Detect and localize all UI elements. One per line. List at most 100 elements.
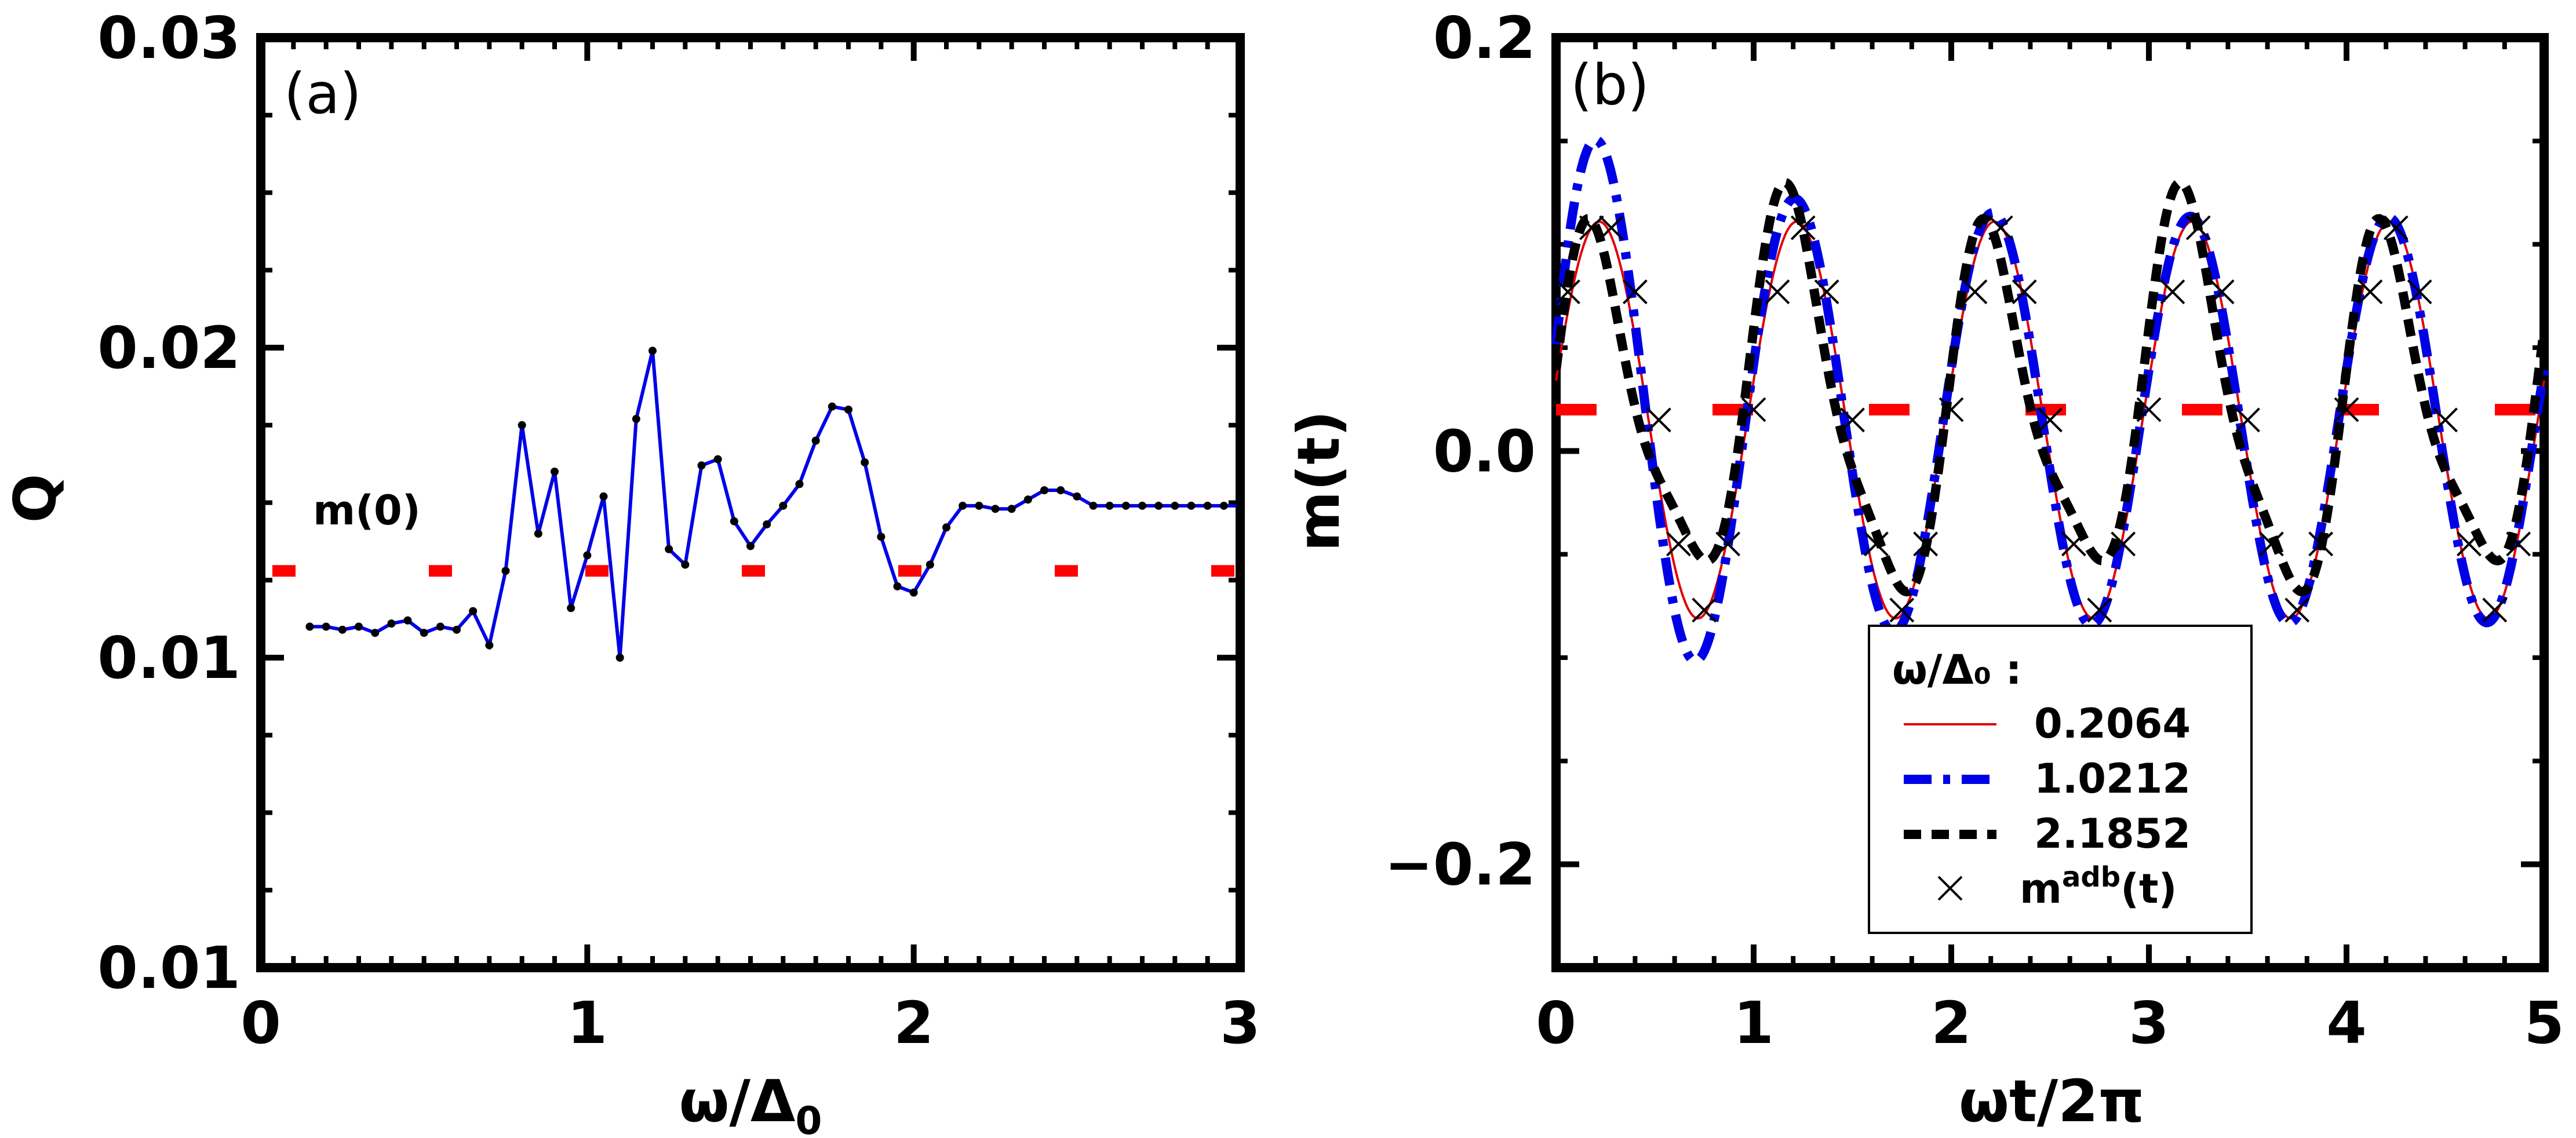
panel-b-adb-markers — [1555, 215, 2531, 623]
panel-a-y-label: Q — [1, 473, 69, 523]
a-data-point — [567, 604, 575, 612]
a-data-point — [453, 625, 461, 634]
panel-a-ticks — [258, 35, 1243, 971]
legend-entry-adb-main: m — [2020, 865, 2062, 913]
a-y-tick-label: 0.01 — [97, 934, 241, 1002]
adb-x-marker — [2457, 531, 2482, 557]
adb-x-marker — [1555, 279, 1580, 305]
adb-x-marker — [2160, 279, 2185, 305]
adb-x-marker — [2235, 407, 2260, 433]
adb-x-marker — [2284, 597, 2310, 623]
panel-a-x-label-main: ω/Δ — [679, 1067, 796, 1135]
adb-x-marker — [2038, 407, 2063, 433]
a-data-point — [1040, 486, 1048, 495]
adb-x-marker — [1814, 279, 1839, 305]
adb-x-marker — [1692, 597, 1717, 623]
adb-x-marker — [1988, 215, 2013, 240]
a-data-point — [763, 520, 771, 528]
legend-entry-adb-suffix: (t) — [2120, 865, 2177, 913]
a-data-point — [991, 505, 1000, 513]
a-data-point — [403, 616, 412, 625]
a-y-tick-label: 0.02 — [97, 314, 241, 382]
a-data-point — [1219, 501, 1228, 510]
a-x-tick-label: 2 — [894, 989, 934, 1057]
a-data-point — [485, 641, 494, 650]
a-data-point — [909, 588, 918, 597]
panel-b-series-2-1852 — [1551, 177, 2549, 597]
adb-x-marker — [2334, 397, 2359, 422]
legend-swatch-adb-marker — [1937, 876, 1963, 901]
panel-a-x-label: ω/Δ0 — [679, 1067, 822, 1138]
panel-b-x-label: ωt/2π — [1959, 1067, 2144, 1135]
panel-b-ticks — [1553, 35, 2547, 970]
a-data-point — [1089, 501, 1098, 510]
a-data-point — [975, 501, 983, 510]
legend-entry-1-0212: 1.0212 — [2034, 755, 2191, 803]
a-data-point — [648, 346, 657, 355]
a-data-point — [697, 461, 706, 470]
a-data-point — [518, 421, 526, 429]
a-data-point — [436, 622, 444, 631]
panel-a-series-line — [309, 350, 1240, 658]
a-data-point — [1105, 501, 1114, 510]
a-data-point — [1203, 501, 1212, 510]
a-x-tick-label: 0 — [241, 989, 281, 1057]
a-data-point — [1073, 492, 1081, 501]
adb-x-marker — [1765, 279, 1790, 305]
legend-box — [1868, 625, 2253, 934]
adb-x-marker — [2308, 531, 2334, 557]
a-data-point — [322, 622, 330, 631]
adb-x-marker — [1599, 215, 1624, 240]
a-y-tick-label: 0.03 — [97, 4, 241, 72]
a-data-point — [926, 560, 934, 569]
a-data-point — [942, 523, 950, 532]
panel-a-label: (a) — [284, 61, 362, 126]
a-data-point — [746, 542, 755, 550]
a-x-tick-label: 3 — [1220, 989, 1260, 1057]
legend-entry-2-1852: 2.1852 — [2034, 810, 2191, 858]
adb-x-marker — [1666, 531, 1691, 557]
adb-x-marker — [1840, 407, 1865, 433]
a-data-point — [1138, 501, 1146, 510]
b-x-tick-label: 3 — [2129, 989, 2169, 1057]
a-data-point — [551, 468, 559, 476]
panel-a-x-tick-labels: 0 1 2 3 — [241, 989, 1260, 1057]
a-data-point — [828, 402, 836, 411]
adb-x-marker — [1646, 407, 1671, 433]
a-data-point — [877, 532, 886, 541]
adb-x-marker — [2111, 531, 2136, 557]
a-data-point — [1171, 501, 1179, 510]
b-x-tick-label: 2 — [1931, 989, 1972, 1057]
adb-x-marker — [2185, 215, 2211, 240]
adb-x-marker — [2433, 407, 2458, 433]
a-data-point — [469, 607, 478, 615]
b-x-tick-label: 1 — [1733, 989, 1774, 1057]
a-y-tick-label: 0.01 — [97, 624, 241, 692]
b-y-tick-label: −0.2 — [1384, 831, 1536, 899]
a-data-point — [893, 582, 902, 590]
adb-x-marker — [1579, 215, 1604, 240]
adb-x-marker — [2087, 597, 2112, 623]
a-data-point — [1187, 501, 1196, 510]
a-data-point — [779, 501, 788, 510]
panel-a-data-points — [305, 346, 1244, 662]
panel-b-legend: ω/Δ₀ : 0.2064 1.0212 2.1852 madb(t) — [1868, 625, 2253, 934]
a-data-point — [371, 629, 380, 637]
adb-x-marker — [2136, 397, 2162, 422]
adb-x-marker — [2358, 279, 2383, 305]
a-x-tick-label: 1 — [567, 989, 608, 1057]
legend-title: ω/Δ₀ : — [1892, 646, 2022, 694]
a-data-point — [599, 492, 608, 501]
adb-x-marker — [1962, 279, 1988, 305]
a-data-point — [844, 406, 852, 414]
adb-x-marker — [1864, 531, 1889, 557]
adb-x-marker — [2061, 531, 2086, 557]
adb-x-marker — [1790, 215, 1816, 240]
adb-x-marker — [2259, 531, 2284, 557]
a-data-point — [861, 458, 869, 466]
legend-entry-adb-sup: adb — [2062, 861, 2120, 893]
adb-x-marker — [1622, 279, 1648, 305]
adb-x-marker — [2209, 279, 2235, 305]
